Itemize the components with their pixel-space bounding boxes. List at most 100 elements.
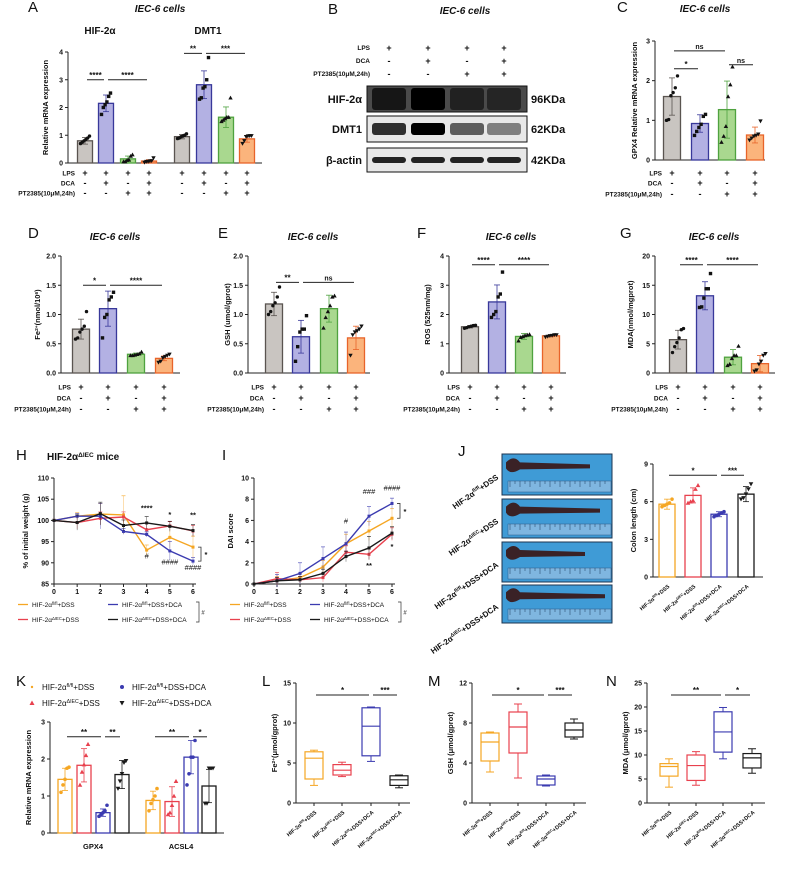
K-y-tick-label: 2 [41, 757, 45, 764]
E-treatment-sign: - [328, 393, 331, 403]
A-data-point [103, 103, 107, 107]
G-data-point [702, 296, 706, 300]
H-series-marker [122, 523, 125, 527]
C-data-point [667, 117, 671, 122]
C-data-point [703, 112, 708, 117]
K-data-point [61, 783, 65, 787]
I-series-marker [390, 531, 394, 535]
K-data-point [185, 783, 189, 787]
A-significance-label: *** [221, 44, 231, 53]
A-treatment-sign: - [84, 178, 87, 188]
colon-photo [501, 498, 613, 539]
E-data-point [266, 312, 271, 317]
G-y-tick-label: 0 [646, 371, 650, 378]
G-y-axis-label: MDA(nmol/mgprot) [626, 280, 635, 348]
N-y-tick-label: 25 [634, 681, 642, 688]
panel-letter-D: D [28, 225, 39, 242]
G-y-tick-label: 5 [646, 341, 650, 348]
J-y-tick-label: 9 [644, 462, 648, 469]
N-box [659, 763, 679, 777]
I-series-marker [390, 516, 394, 520]
I-series-marker [298, 571, 302, 575]
I-end-bracket [397, 503, 401, 519]
B-treatment-sign: - [388, 69, 391, 79]
G-data-point [706, 287, 710, 291]
F-treatment-sign: + [494, 382, 499, 392]
A-treatment-sign: + [103, 178, 108, 188]
N-significance-label: ** [693, 686, 700, 695]
K-data-point [67, 765, 71, 769]
A-treatment-sign: + [201, 178, 206, 188]
A-treatment-sign: + [82, 168, 87, 178]
panel-letter-M: M [428, 673, 441, 690]
C-treatment-sign: + [697, 178, 702, 188]
N-box [686, 754, 706, 782]
L-significance-label: *** [380, 686, 390, 695]
H-end-bracket-label: * [205, 550, 208, 559]
D-y-tick-label: 1.5 [46, 283, 56, 290]
B-treatment-sign: + [425, 43, 430, 53]
blot-band [411, 157, 445, 163]
H-y-tick-label: 105 [37, 497, 49, 504]
I-x-tick-label: 4 [344, 589, 348, 596]
A-treatment-label: DCA [61, 181, 75, 188]
L-x-tick-label: HIF-2αΔIEC+DSS+DCA [356, 809, 403, 850]
E-treatment-label: PT2385(10μM,24h) [207, 407, 264, 414]
G-significance-label: **** [726, 256, 739, 265]
A-data-point [149, 159, 154, 163]
G-data-point [727, 362, 732, 366]
G-y-tick-label: 10 [642, 312, 650, 319]
A-treatment-sign: - [127, 178, 130, 188]
panel-letter-C: C [617, 0, 628, 16]
E-treatment-sign: + [353, 404, 358, 414]
K-data-point [171, 793, 177, 798]
D-treatment-sign: + [78, 382, 83, 392]
A-treatment-label: PT2385(10μM,24h) [18, 191, 75, 198]
B-treatment-sign: + [501, 56, 506, 66]
A-treatment-sign: + [244, 178, 249, 188]
E-treatment-sign: + [326, 404, 331, 414]
E-data-point [273, 301, 277, 305]
C-y-axis-label: GPX4 Relative mRNA expression [630, 41, 639, 159]
G-data-point [704, 287, 708, 291]
E-treatment-sign: + [326, 382, 331, 392]
A-title: IEC-6 cells [135, 4, 186, 15]
A-treatment-sign: - [181, 178, 184, 188]
E-data-point [304, 313, 309, 318]
G-treatment-label: DCA [654, 396, 668, 403]
G-treatment-sign: + [675, 382, 680, 392]
A-treatment-sign: + [103, 168, 108, 178]
G-treatment-sign: - [677, 404, 680, 414]
F-data-point [473, 323, 478, 328]
N-y-tick-label: 0 [638, 801, 642, 808]
D-treatment-sign: - [80, 393, 83, 403]
A-treatment-sign: + [223, 168, 228, 178]
F-treatment-sign: + [548, 404, 553, 414]
E-y-tick-label: 1.0 [233, 312, 243, 319]
C-treatment-sign: + [752, 178, 757, 188]
K-data-point [149, 801, 153, 806]
J-y-tick-label: 0 [644, 575, 648, 582]
B-treatment-sign: + [464, 69, 469, 79]
G-data-point [763, 351, 768, 356]
L-y-tick-label: 10 [283, 721, 291, 728]
F-y-tick-label: 4 [440, 254, 444, 261]
J-data-point [748, 482, 754, 487]
panel-letter-J: J [458, 443, 466, 460]
K-significance-label: ** [81, 728, 88, 737]
G-data-point [752, 369, 757, 374]
G-data-point [708, 271, 713, 276]
L-box [389, 775, 409, 786]
C-data-point [695, 129, 699, 134]
L-y-tick-label: 5 [287, 761, 291, 768]
blot-band [372, 157, 406, 163]
A-data-point [151, 156, 156, 161]
C-treatment-sign: - [726, 178, 729, 188]
G-data-point [675, 340, 679, 345]
H-x-tick-label: 4 [145, 589, 149, 596]
A-data-point [184, 132, 189, 136]
H-annotation: * [168, 510, 171, 519]
H-series-marker [98, 512, 102, 516]
K-significance-label: * [198, 728, 202, 737]
A-treatment-sign: - [203, 188, 206, 198]
